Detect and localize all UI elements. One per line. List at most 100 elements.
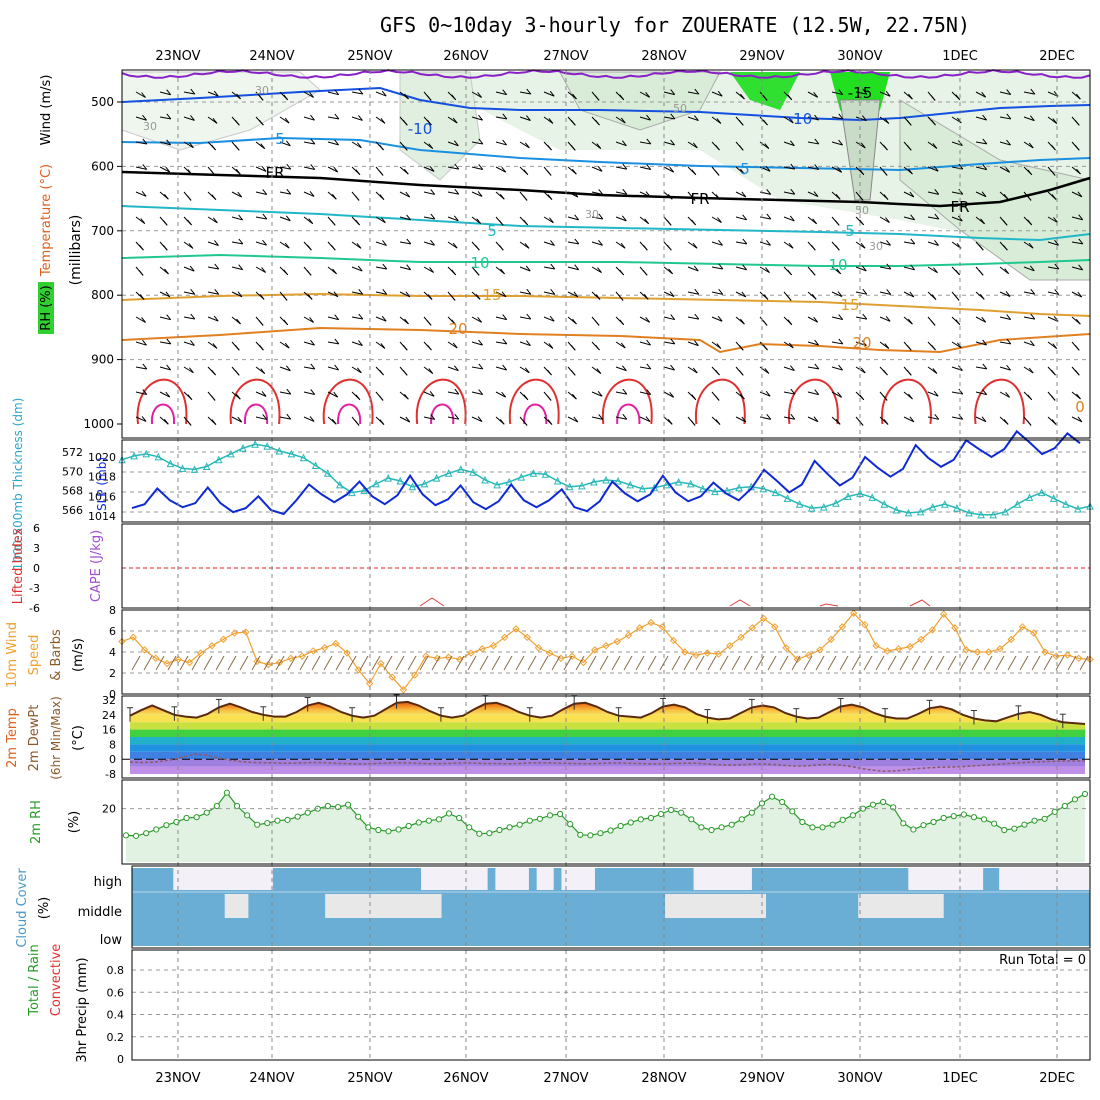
upper-wind-barb-flag	[310, 339, 315, 346]
upper-wind-barb-flag	[330, 220, 336, 226]
upper-wind-barb	[927, 166, 939, 172]
wind-speed-marker	[748, 624, 757, 632]
upper-wind-barb-flag	[958, 163, 964, 170]
upper-wind-barb-flag	[1027, 219, 1033, 226]
cloud-clear-cell	[348, 894, 357, 918]
upper-wind-barb	[1047, 216, 1058, 223]
surface-wind-barb	[983, 655, 993, 671]
upper-wind-barb-flag	[501, 166, 507, 173]
upper-wind-barb	[831, 316, 843, 321]
upper-wind-barb-flag	[620, 117, 626, 124]
thickness-line	[121, 443, 1091, 516]
upper-wind-barb-flag	[1052, 343, 1058, 349]
upper-wind-barb-flag	[788, 117, 794, 124]
upper-wind-barb-flag	[1030, 88, 1036, 95]
thickness-marker	[408, 482, 417, 491]
cloud-clear-cell	[703, 894, 712, 918]
upper-wind-barb	[759, 266, 770, 274]
upper-wind-barb-flag	[141, 317, 146, 323]
upper-wind-barb	[159, 366, 171, 371]
upper-wind-barb	[279, 341, 290, 349]
upper-wind-barb-flag	[910, 214, 916, 221]
surface-wind-barb	[791, 655, 801, 671]
upper-wind-barb-flag	[790, 163, 796, 170]
surface-wind-barb	[1031, 655, 1041, 671]
rh-marker	[970, 814, 978, 821]
upper-wind-barb-flag	[814, 389, 820, 395]
upper-wind-barb	[951, 391, 963, 395]
upper-wind-barb-flag	[883, 369, 888, 376]
upper-wind-barb-flag	[1051, 144, 1056, 151]
upper-wind-barb-flag	[645, 316, 651, 323]
upper-wind-barb-flag	[522, 195, 528, 201]
wind-speed-marker	[996, 645, 1004, 653]
upper-wind-barb-flag	[526, 313, 532, 320]
contour-label: 30	[869, 240, 883, 253]
upper-wind-barb-flag	[237, 291, 243, 298]
upper-wind-barb-flag	[1074, 369, 1080, 376]
upper-wind-barb	[639, 141, 651, 145]
upper-wind-barb-flag	[934, 240, 939, 246]
upper-wind-barb-flag	[787, 94, 793, 101]
cloud-clear-cell	[386, 894, 396, 918]
upper-wind-barb-flag	[262, 189, 268, 195]
surface-wind-barb	[815, 655, 825, 671]
rh-marker	[698, 824, 705, 831]
isotherm-25-arc	[601, 378, 653, 425]
upper-wind-barb	[927, 216, 939, 220]
rh-shade-90	[730, 72, 800, 110]
upper-wind-barb	[375, 116, 386, 124]
upper-wind-barb-flag	[861, 340, 867, 346]
upper-wind-barb-flag	[884, 118, 890, 124]
surface-wind-barb	[623, 655, 633, 671]
upper-wind-barb	[447, 416, 459, 420]
upper-wind-barb-flag	[788, 342, 794, 349]
upper-wind-barb	[423, 191, 435, 195]
upper-wind-barb-flag	[860, 242, 866, 249]
upper-wind-barb	[735, 191, 747, 198]
surface-wind-barb	[995, 655, 1005, 671]
upper-wind-barb-flag	[595, 294, 601, 300]
date-label-bottom: 24NOV	[249, 1071, 294, 1086]
thickness-marker	[783, 494, 792, 502]
upper-wind-barb-flag	[334, 89, 340, 95]
rh-shade-30	[899, 99, 1091, 281]
surface-wind-barb	[131, 655, 141, 671]
wind-speed-marker	[714, 650, 723, 658]
upper-wind-barb-flag	[214, 288, 220, 295]
upper-wind-barb-flag	[358, 340, 363, 346]
ylabel-temp2m: 2m Temp	[5, 708, 20, 768]
upper-wind-barb	[1047, 241, 1059, 246]
upper-wind-barb-flag	[380, 118, 386, 124]
thickness-marker	[348, 488, 356, 497]
upper-wind-barb-flag	[835, 194, 841, 200]
upper-wind-barb-flag	[356, 243, 362, 249]
contour-label: 5	[845, 222, 855, 240]
upper-wind-barb	[951, 141, 963, 147]
wind-speed-marker	[1030, 629, 1038, 637]
upper-wind-barb	[423, 416, 435, 420]
upper-wind-barb-flag	[478, 114, 483, 121]
upper-wind-barb	[735, 216, 747, 221]
wind-speed-marker	[388, 673, 396, 681]
tick-label-precip: 0.8	[107, 964, 125, 977]
cloud-clear-cell	[325, 894, 334, 918]
upper-wind-barb	[663, 291, 675, 298]
upper-wind-barb	[999, 341, 1011, 345]
upper-wind-barb-flag	[858, 420, 864, 426]
cloud-clear-cell	[198, 868, 207, 890]
upper-wind-barb-flag	[189, 142, 194, 149]
upper-wind-barb	[1023, 366, 1034, 374]
upper-wind-barb-flag	[261, 166, 267, 172]
upper-wind-barb	[519, 266, 531, 272]
contour-label: 0	[1075, 398, 1085, 416]
upper-wind-barb-flag	[670, 314, 676, 320]
thickness-marker	[614, 476, 622, 485]
upper-wind-barb	[207, 91, 219, 97]
upper-wind-barb	[903, 266, 915, 271]
date-label-bottom: 23NOV	[155, 1071, 200, 1086]
rh-marker	[435, 816, 443, 823]
upper-wind-barb-flag	[907, 318, 913, 325]
upper-wind-barb	[759, 241, 771, 246]
rh-marker	[960, 811, 967, 818]
